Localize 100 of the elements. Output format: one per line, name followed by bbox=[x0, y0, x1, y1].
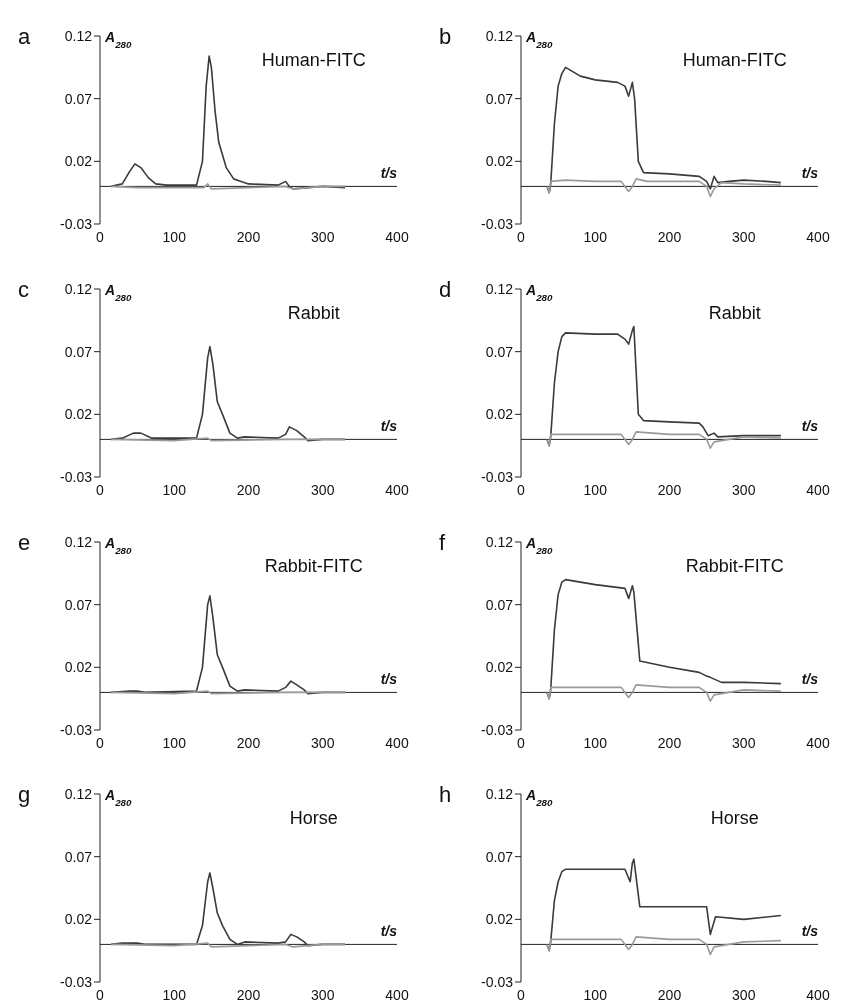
x-tick-label: 200 bbox=[236, 228, 261, 245]
y-tick-label: 0.07 bbox=[64, 90, 93, 107]
text: h bbox=[439, 782, 452, 808]
y-tick-label: 0.02 bbox=[485, 406, 514, 423]
text: Rabbit-FITC bbox=[685, 555, 784, 576]
text: Horse bbox=[710, 808, 759, 829]
y-tick-label: 0.12 bbox=[64, 533, 93, 550]
y-tick-label: 0.12 bbox=[64, 786, 93, 803]
text: c bbox=[18, 276, 29, 302]
text: d bbox=[439, 276, 452, 302]
text: Rabbit bbox=[708, 302, 761, 323]
x-tick-label: 200 bbox=[657, 734, 682, 751]
y-tick-label: -0.03 bbox=[481, 215, 514, 232]
x-tick-label: 100 bbox=[583, 734, 608, 751]
y-tick-label: 0.12 bbox=[64, 280, 93, 297]
x-tick-label: 400 bbox=[806, 481, 830, 498]
x-tick-label: 100 bbox=[583, 987, 608, 1001]
y-tick-label: 0.02 bbox=[64, 406, 93, 423]
x-tick-label: 0 bbox=[517, 734, 526, 751]
y-tick-label: 0.07 bbox=[485, 90, 514, 107]
x-tick-label: 300 bbox=[732, 734, 756, 751]
text: e bbox=[18, 529, 31, 555]
x-tick-label: 0 bbox=[517, 481, 526, 498]
x-tick-label: 0 bbox=[517, 228, 526, 245]
x-tick-label: 200 bbox=[657, 481, 682, 498]
text: Human-FITC bbox=[261, 50, 366, 70]
x-axis-title: t/s bbox=[801, 165, 819, 182]
y-tick-label: 0.07 bbox=[64, 848, 93, 865]
y-tick-label: 0.12 bbox=[485, 280, 514, 297]
y-axis-title: A$_{280}$ bbox=[104, 29, 133, 50]
x-tick-label: 400 bbox=[385, 228, 409, 245]
y-tick-label: -0.03 bbox=[60, 721, 93, 738]
text: Rabbit bbox=[287, 302, 340, 323]
x-tick-label: 200 bbox=[657, 987, 682, 1001]
x-tick-label: 0 bbox=[96, 734, 105, 751]
text: Rabbit-FITC bbox=[264, 555, 363, 576]
x-tick-label: 300 bbox=[732, 481, 756, 498]
y-tick-label: 0.07 bbox=[64, 596, 93, 613]
x-tick-label: 300 bbox=[732, 987, 756, 1001]
x-tick-label: 100 bbox=[162, 481, 187, 498]
x-tick-label: 200 bbox=[236, 734, 261, 751]
x-tick-label: 200 bbox=[236, 987, 261, 1001]
x-axis-title: t/s bbox=[801, 923, 819, 940]
text: f bbox=[439, 529, 446, 555]
y-tick-label: 0.07 bbox=[64, 343, 93, 360]
y-tick-label: 0.02 bbox=[485, 153, 514, 170]
y-tick-label: 0.02 bbox=[485, 658, 514, 675]
x-tick-label: 300 bbox=[311, 481, 335, 498]
y-tick-label: 0.07 bbox=[485, 848, 514, 865]
x-tick-label: 400 bbox=[385, 734, 409, 751]
x-tick-label: 300 bbox=[311, 734, 335, 751]
x-axis-title: t/s bbox=[380, 923, 398, 940]
x-axis-title: t/s bbox=[801, 670, 819, 687]
y-tick-label: -0.03 bbox=[60, 215, 93, 232]
y-tick-label: 0.12 bbox=[64, 27, 93, 44]
x-tick-label: 100 bbox=[162, 987, 187, 1001]
x-axis-title: t/s bbox=[380, 165, 398, 182]
y-axis-title: A$_{280}$ bbox=[525, 281, 554, 303]
x-tick-label: 0 bbox=[96, 481, 105, 498]
x-tick-label: 300 bbox=[732, 228, 756, 245]
x-tick-label: 400 bbox=[806, 987, 830, 1001]
y-tick-label: 0.02 bbox=[485, 911, 514, 928]
y-tick-label: -0.03 bbox=[60, 974, 93, 991]
text: Human-FITC bbox=[682, 50, 787, 70]
y-tick-label: 0.02 bbox=[64, 658, 93, 675]
x-axis-title: t/s bbox=[380, 418, 398, 435]
text: b bbox=[439, 24, 452, 49]
x-tick-label: 100 bbox=[583, 481, 608, 498]
y-tick-label: -0.03 bbox=[481, 974, 514, 991]
y-tick-label: 0.12 bbox=[485, 786, 514, 803]
x-tick-label: 400 bbox=[806, 734, 830, 751]
x-axis-title: t/s bbox=[380, 670, 398, 687]
y-tick-label: 0.02 bbox=[64, 911, 93, 928]
x-tick-label: 100 bbox=[583, 228, 608, 245]
text: a bbox=[18, 24, 31, 49]
x-tick-label: 0 bbox=[96, 987, 105, 1001]
y-axis-title: A$_{280}$ bbox=[525, 534, 554, 555]
y-axis-title: A$_{280}$ bbox=[525, 787, 554, 808]
y-axis-title: A$_{280}$ bbox=[525, 29, 554, 50]
x-tick-label: 0 bbox=[517, 987, 526, 1001]
y-axis-title: A$_{280}$ bbox=[104, 281, 133, 303]
x-tick-label: 200 bbox=[236, 481, 261, 498]
x-tick-label: 400 bbox=[806, 228, 830, 245]
y-axis-title: A$_{280}$ bbox=[104, 787, 133, 808]
x-tick-label: 300 bbox=[311, 228, 335, 245]
y-tick-label: -0.03 bbox=[60, 468, 93, 485]
x-tick-label: 400 bbox=[385, 481, 409, 498]
y-tick-label: 0.07 bbox=[485, 343, 514, 360]
text: Horse bbox=[289, 808, 338, 829]
x-tick-label: 100 bbox=[162, 734, 187, 751]
y-tick-label: 0.12 bbox=[485, 533, 514, 550]
x-tick-label: 200 bbox=[657, 228, 682, 245]
y-tick-label: -0.03 bbox=[481, 721, 514, 738]
text: g bbox=[18, 782, 31, 808]
y-axis-title: A$_{280}$ bbox=[104, 534, 133, 555]
y-tick-label: 0.12 bbox=[485, 27, 514, 44]
y-tick-label: 0.02 bbox=[64, 153, 93, 170]
x-axis-title: t/s bbox=[801, 418, 819, 435]
y-tick-label: 0.07 bbox=[485, 596, 514, 613]
y-tick-label: -0.03 bbox=[481, 468, 514, 485]
